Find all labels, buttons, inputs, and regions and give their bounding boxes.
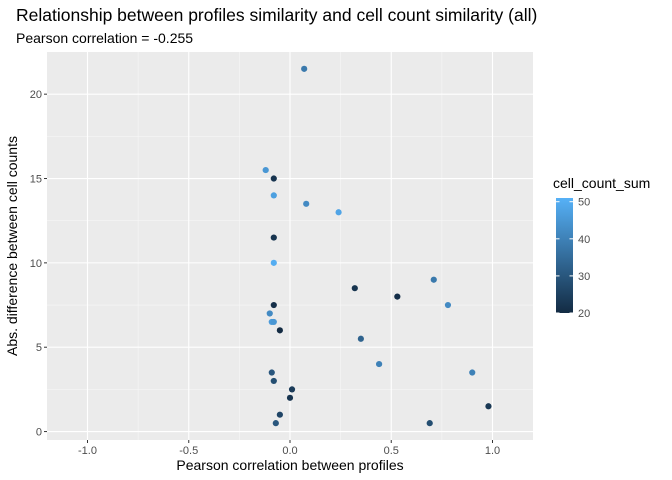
legend-ticks: 20 30 40 50 — [556, 197, 590, 320]
legend-tick-label: 40 — [578, 234, 590, 246]
x-tick-label: -1.0 — [78, 445, 97, 457]
data-point — [276, 327, 283, 334]
major-gridlines — [47, 52, 533, 440]
data-point — [376, 360, 383, 368]
y-tick-label: 0 — [36, 427, 42, 439]
data-point — [270, 234, 277, 241]
data-points — [262, 65, 492, 427]
data-point — [444, 301, 452, 309]
x-tick-label: 1.0 — [485, 445, 500, 457]
data-point — [357, 335, 364, 342]
data-point — [276, 411, 283, 418]
y-tick-label: 10 — [30, 258, 42, 270]
x-tick-label: -0.5 — [179, 445, 198, 457]
y-axis-ticks: 0 5 10 15 20 — [30, 89, 47, 439]
x-axis-ticks: -1.0 -0.5 0.0 0.5 1.0 — [78, 440, 500, 457]
y-tick-label: 5 — [36, 342, 42, 354]
data-point — [270, 318, 277, 326]
data-point — [335, 209, 342, 216]
data-point — [272, 420, 279, 427]
data-point — [469, 369, 476, 376]
data-point — [351, 285, 358, 292]
x-tick-label: 0.5 — [384, 445, 399, 457]
data-point — [262, 166, 269, 174]
data-point — [303, 200, 310, 207]
chart-subtitle: Pearson correlation = -0.255 — [16, 30, 194, 46]
data-point — [430, 276, 437, 283]
color-legend: cell_count_sum 20 30 40 50 — [553, 175, 650, 320]
data-point — [266, 310, 273, 317]
data-point — [270, 192, 277, 199]
data-point — [426, 420, 433, 427]
legend-colorbar — [556, 198, 573, 313]
legend-tick-label: 30 — [578, 271, 590, 283]
y-tick-label: 20 — [30, 89, 42, 101]
data-point — [270, 259, 277, 266]
legend-tick-label: 50 — [578, 197, 590, 209]
data-point — [301, 65, 308, 72]
chart-title: Relationship between profiles similarity… — [16, 5, 538, 25]
data-point — [270, 377, 277, 385]
data-point — [286, 394, 294, 401]
data-point — [394, 293, 401, 300]
x-tick-label: 0.0 — [282, 445, 297, 457]
data-point — [485, 403, 492, 410]
x-axis-title: Pearson correlation between profiles — [176, 457, 403, 473]
data-point — [270, 301, 277, 309]
y-tick-label: 15 — [30, 174, 42, 186]
data-point — [268, 369, 275, 376]
data-point — [270, 175, 277, 182]
y-axis-title: Abs. difference between cell counts — [4, 136, 20, 356]
legend-title: cell_count_sum — [553, 175, 650, 191]
legend-tick-label: 20 — [578, 308, 590, 320]
data-point — [288, 386, 296, 393]
